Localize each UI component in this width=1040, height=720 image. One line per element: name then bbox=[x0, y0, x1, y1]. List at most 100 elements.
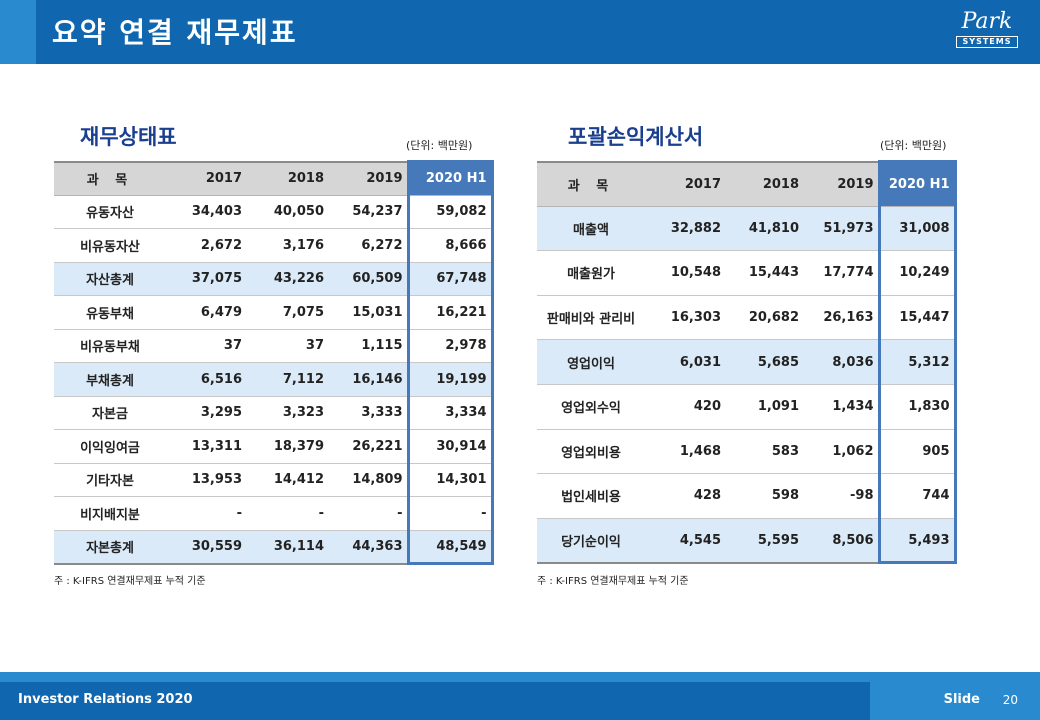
table-cell: 16,146 bbox=[328, 362, 408, 397]
row-label: 자산총계 bbox=[54, 262, 166, 296]
column-header-year: 2017 bbox=[645, 160, 725, 207]
table-cell: 1,830 bbox=[877, 384, 957, 430]
table-row: 비유동부채 37 37 1,115 2,978 bbox=[54, 329, 494, 363]
table-cell: 10,249 bbox=[877, 250, 957, 296]
row-label: 판매비와 관리비 bbox=[537, 295, 645, 341]
table-row: 이익잉여금 13,311 18,379 26,221 30,914 bbox=[54, 429, 494, 464]
table-cell: - bbox=[406, 496, 494, 531]
footer-accent-block bbox=[870, 682, 1040, 720]
table-cell: 34,403 bbox=[166, 195, 246, 229]
page-title: 요약 연결 재무제표 bbox=[52, 16, 298, 49]
table-cell: 8,506 bbox=[803, 518, 879, 564]
table-cell: 15,447 bbox=[877, 295, 957, 341]
row-label: 유동자산 bbox=[54, 195, 166, 229]
header-accent bbox=[0, 0, 36, 64]
table-row: 자본금 3,295 3,323 3,333 3,334 bbox=[54, 396, 494, 430]
table-cell: - bbox=[328, 496, 408, 531]
table-cell: 1,434 bbox=[803, 384, 879, 430]
table-cell: 41,810 bbox=[725, 206, 803, 252]
column-header-year: 2018 bbox=[725, 160, 803, 207]
table-cell: 1,091 bbox=[725, 384, 803, 430]
table-cell: 1,115 bbox=[328, 329, 408, 363]
table-cell: 7,075 bbox=[246, 295, 328, 330]
table-cell: 43,226 bbox=[246, 262, 328, 296]
column-header-label: 과 목 bbox=[537, 160, 645, 207]
table-cell: 14,809 bbox=[328, 463, 408, 497]
column-header-year: 2020 H1 bbox=[877, 160, 957, 207]
table-cell: 40,050 bbox=[246, 195, 328, 229]
income-statement-note: 주 : K-IFRS 연결재무제표 누적 기준 bbox=[537, 576, 689, 587]
table-row: 자본총계 30,559 36,114 44,363 48,549 bbox=[54, 530, 494, 565]
table-row: 매출액 32,882 41,810 51,973 31,008 bbox=[537, 206, 957, 252]
table-cell: 54,237 bbox=[328, 195, 408, 229]
table-cell: 16,221 bbox=[406, 295, 494, 330]
table-cell: 17,774 bbox=[803, 250, 879, 296]
income-statement-title: 포괄손익계산서 bbox=[568, 125, 704, 149]
table-cell: 428 bbox=[645, 473, 725, 519]
table-cell: 4,545 bbox=[645, 518, 725, 564]
table-cell: 3,334 bbox=[406, 396, 494, 430]
column-header-year: 2019 bbox=[803, 160, 879, 207]
row-label: 기타자본 bbox=[54, 463, 166, 497]
column-header-year: 2017 bbox=[166, 160, 246, 196]
row-label: 비유동부채 bbox=[54, 329, 166, 363]
table-cell: 20,682 bbox=[725, 295, 803, 341]
table-cell: 14,412 bbox=[246, 463, 328, 497]
table-cell: 1,062 bbox=[803, 429, 879, 475]
table-cell: 6,479 bbox=[166, 295, 246, 330]
table-header-row: 과 목 2017 2018 2019 2020 H1 bbox=[54, 160, 494, 196]
table-cell: 14,301 bbox=[406, 463, 494, 497]
row-label: 유동부채 bbox=[54, 295, 166, 330]
footer-accent-line bbox=[0, 672, 1040, 682]
table-row: 기타자본 13,953 14,412 14,809 14,301 bbox=[54, 463, 494, 497]
row-label: 법인세비용 bbox=[537, 473, 645, 519]
column-header-year: 2018 bbox=[246, 160, 328, 196]
table-cell: 3,323 bbox=[246, 396, 328, 430]
table-header-row: 과 목 2017 2018 2019 2020 H1 bbox=[537, 160, 957, 207]
table-cell: 5,493 bbox=[877, 518, 957, 565]
balance-sheet-unit: (단위: 백만원) bbox=[406, 139, 473, 152]
table-cell: 6,272 bbox=[328, 228, 408, 263]
logo-wordmark: Park bbox=[961, 9, 1013, 34]
row-label: 영업이익 bbox=[537, 339, 645, 385]
table-cell: - bbox=[246, 496, 328, 531]
company-logo: Park SYSTEMS bbox=[956, 10, 1018, 48]
table-cell: 16,303 bbox=[645, 295, 725, 341]
table-cell: 6,031 bbox=[645, 339, 725, 385]
table-row: 매출원가 10,548 15,443 17,774 10,249 bbox=[537, 250, 957, 296]
page-number: 20 bbox=[1002, 693, 1018, 707]
table-cell: 37 bbox=[246, 329, 328, 363]
table-cell: 1,468 bbox=[645, 429, 725, 475]
table-row: 법인세비용 428 598 -98 744 bbox=[537, 473, 957, 519]
table-cell: 8,666 bbox=[406, 228, 494, 263]
table-cell: 3,333 bbox=[328, 396, 408, 430]
table-row: 부채총계 6,516 7,112 16,146 19,199 bbox=[54, 362, 494, 397]
table-cell: 26,221 bbox=[328, 429, 408, 464]
table-cell: 7,112 bbox=[246, 362, 328, 397]
balance-sheet-table: 과 목 2017 2018 2019 2020 H1 유동자산 34,403 40,050 5… bbox=[54, 160, 494, 565]
table-cell: 10,548 bbox=[645, 250, 725, 296]
column-header-year: 2019 bbox=[328, 160, 408, 196]
row-label: 자본총계 bbox=[54, 530, 166, 565]
table-cell: - bbox=[166, 496, 246, 531]
row-label: 부채총계 bbox=[54, 362, 166, 397]
table-cell: 2,978 bbox=[406, 329, 494, 363]
table-cell: 30,559 bbox=[166, 530, 246, 565]
table-cell: 15,443 bbox=[725, 250, 803, 296]
footer-left-text: Investor Relations 2020 bbox=[18, 692, 193, 707]
row-label: 매출원가 bbox=[537, 250, 645, 296]
table-cell: 744 bbox=[877, 473, 957, 519]
table-cell: 13,953 bbox=[166, 463, 246, 497]
table-row: 영업외비용 1,468 583 1,062 905 bbox=[537, 429, 957, 475]
table-cell: 18,379 bbox=[246, 429, 328, 464]
table-cell: 26,163 bbox=[803, 295, 879, 341]
logo-subtext: SYSTEMS bbox=[956, 36, 1018, 48]
table-row: 판매비와 관리비 16,303 20,682 26,163 15,447 bbox=[537, 295, 957, 341]
header-bar: 요약 연결 재무제표 Park SYSTEMS bbox=[0, 0, 1040, 64]
table-cell: 51,973 bbox=[803, 206, 879, 252]
row-label: 이익잉여금 bbox=[54, 429, 166, 464]
table-cell: 37 bbox=[166, 329, 246, 363]
table-row: 자산총계 37,075 43,226 60,509 67,748 bbox=[54, 262, 494, 296]
table-cell: 5,595 bbox=[725, 518, 803, 564]
balance-sheet-title: 재무상태표 bbox=[80, 125, 177, 149]
